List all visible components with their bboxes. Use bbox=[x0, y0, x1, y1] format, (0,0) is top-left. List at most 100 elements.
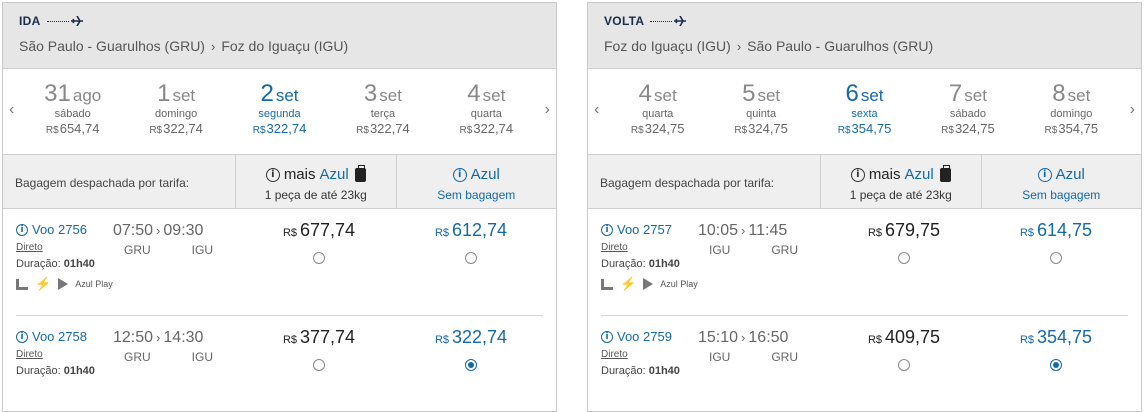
fare-mais-azul: R$ 409,75 bbox=[829, 327, 979, 371]
arrival-airport: IGU bbox=[191, 243, 214, 257]
date-price: 322,74 bbox=[266, 121, 307, 136]
date-option[interactable]: 4 set quarta R$322,74 bbox=[435, 69, 538, 155]
duration: Duração: 01h40 bbox=[16, 258, 236, 270]
date-option[interactable]: 5 set quinta R$324,75 bbox=[709, 69, 812, 155]
info-icon: i bbox=[601, 330, 613, 343]
date-price: 324,75 bbox=[644, 121, 685, 136]
fare-column-mais-azul: i mais Azul 1 peça de até 23kg bbox=[821, 155, 981, 208]
currency: R$ bbox=[434, 227, 449, 239]
date-weekday: quarta bbox=[470, 108, 502, 120]
flight-times: 10:05 › 11:45 bbox=[698, 222, 788, 239]
date-option[interactable]: 8 set domingo R$354,75 bbox=[1020, 69, 1123, 155]
date-price: 654,74 bbox=[59, 121, 100, 136]
flight-number: Voo 2758 bbox=[32, 329, 87, 344]
duration-label: Duração: bbox=[601, 258, 646, 270]
trip-type: IDA bbox=[19, 14, 41, 28]
amenities: ⚡ Azul Play bbox=[16, 276, 236, 292]
fare-mais-azul: R$ 377,74 bbox=[244, 327, 394, 371]
fare-radio[interactable] bbox=[1050, 359, 1062, 371]
date-weekday: sábado bbox=[949, 108, 986, 120]
flight-number-link[interactable]: i Voo 2758 bbox=[16, 329, 236, 344]
flight-type-link[interactable]: Direto bbox=[601, 242, 628, 253]
chevron-right-icon[interactable]: › bbox=[1129, 101, 1135, 118]
departure-time: 07:50 bbox=[113, 222, 154, 239]
departure-time: 12:50 bbox=[113, 329, 154, 346]
chevron-left-icon[interactable]: ‹ bbox=[594, 101, 600, 118]
flight-type-link[interactable]: Direto bbox=[16, 242, 43, 253]
chevron-left-icon[interactable]: ‹ bbox=[9, 101, 15, 118]
play-icon bbox=[58, 278, 69, 290]
fare-price: 354,75 bbox=[1037, 327, 1093, 347]
date-carousel: ‹ 31 ago sábado R$654,74 1 set domingo R$3… bbox=[3, 69, 556, 155]
currency: R$ bbox=[1019, 334, 1034, 346]
amenities: ⚡ Azul Play bbox=[601, 276, 821, 292]
info-icon[interactable]: i bbox=[850, 167, 865, 182]
flight-times: 07:50 › 09:30 bbox=[113, 222, 204, 239]
fare-radio[interactable] bbox=[898, 252, 910, 264]
fare-azul: R$ 354,75 bbox=[981, 327, 1131, 371]
arrival-time: 11:45 bbox=[748, 222, 788, 239]
fare-radio[interactable] bbox=[313, 359, 325, 371]
panel-header: IDA São Paulo - Guarulhos (GRU) › Foz do… bbox=[3, 3, 556, 69]
fare-brand: Azul bbox=[1055, 166, 1085, 183]
date-day: 1 bbox=[157, 80, 171, 107]
chevron-right-icon[interactable]: › bbox=[544, 101, 550, 118]
date-month: set bbox=[275, 86, 299, 105]
flight-list: i Voo 2757 10:05 › 11:45 IGU GRU Direto Du… bbox=[588, 209, 1141, 411]
info-icon[interactable]: i bbox=[265, 167, 280, 182]
baggage-label: Bagagem despachada por tarifa: bbox=[588, 155, 821, 208]
fare-radio[interactable] bbox=[465, 252, 477, 264]
date-month: set bbox=[1067, 86, 1091, 105]
date-price: 324,75 bbox=[748, 121, 788, 136]
date-month: set bbox=[172, 86, 196, 105]
date-weekday: sábado bbox=[54, 108, 91, 120]
fare-column-mais-azul: i mais Azul 1 peça de até 23kg bbox=[236, 155, 396, 208]
departure-airport: GRU bbox=[124, 350, 151, 364]
departure-airport: IGU bbox=[709, 243, 731, 257]
fare-radio[interactable] bbox=[1050, 252, 1062, 264]
arrival-airport: GRU bbox=[771, 243, 799, 257]
info-icon: i bbox=[16, 223, 28, 236]
route-destination: Foz do Iguaçu (IGU) bbox=[221, 38, 349, 54]
panel-ida: IDA São Paulo - Guarulhos (GRU) › Foz do… bbox=[2, 2, 557, 412]
flight-times: 12:50 › 14:30 bbox=[113, 329, 204, 346]
date-option[interactable]: 2 set segunda R$322,74 bbox=[228, 69, 331, 155]
fare-price: 677,74 bbox=[300, 220, 356, 240]
flight-number-link[interactable]: i Voo 2757 bbox=[601, 222, 821, 237]
plug-icon: ⚡ bbox=[620, 276, 637, 291]
date-option[interactable]: 6 set sexta R$354,75 bbox=[813, 69, 916, 155]
fare-subtitle: Sem bagagem bbox=[437, 188, 516, 202]
fare-radio[interactable] bbox=[465, 359, 477, 371]
arrival-time: 14:30 bbox=[163, 329, 204, 346]
date-option[interactable]: 7 set sábado R$324,75 bbox=[916, 69, 1019, 155]
fare-column-azul: i Azul Sem bagagem bbox=[980, 155, 1142, 208]
date-option[interactable]: 4 set quarta R$324,75 bbox=[606, 69, 709, 155]
fare-radio[interactable] bbox=[898, 359, 910, 371]
fare-radio[interactable] bbox=[313, 252, 325, 264]
flight-number-link[interactable]: i Voo 2759 bbox=[601, 329, 821, 344]
date-month: set bbox=[964, 86, 987, 105]
amenity-label: Azul Play bbox=[660, 279, 698, 289]
seat-icon bbox=[601, 278, 613, 290]
info-icon[interactable]: i bbox=[452, 167, 467, 182]
currency: R$ bbox=[941, 125, 954, 136]
date-option[interactable]: 1 set domingo R$322,74 bbox=[124, 69, 227, 155]
flight-type-link[interactable]: Direto bbox=[601, 349, 628, 360]
flight-number: Voo 2757 bbox=[617, 222, 672, 237]
date-month: set bbox=[379, 86, 402, 105]
date-weekday: quinta bbox=[746, 108, 777, 120]
plane-icon bbox=[46, 16, 83, 26]
departure-airport: GRU bbox=[124, 243, 151, 257]
duration: Duração: 01h40 bbox=[601, 365, 821, 377]
flight-type-link[interactable]: Direto bbox=[16, 349, 43, 360]
airports: IGU GRU bbox=[709, 243, 798, 257]
flight-number-link[interactable]: i Voo 2756 bbox=[16, 222, 236, 237]
amenity-label: Azul Play bbox=[75, 279, 113, 289]
route: São Paulo - Guarulhos (GRU) › Foz do Igu… bbox=[19, 38, 540, 54]
chevron-right-icon: › bbox=[210, 38, 216, 54]
date-option[interactable]: 31 ago sábado R$654,74 bbox=[21, 69, 124, 155]
bag-icon bbox=[354, 164, 366, 182]
info-icon[interactable]: i bbox=[1037, 167, 1052, 182]
duration: Duração: 01h40 bbox=[601, 258, 821, 270]
date-option[interactable]: 3 set terça R$322,74 bbox=[331, 69, 434, 155]
